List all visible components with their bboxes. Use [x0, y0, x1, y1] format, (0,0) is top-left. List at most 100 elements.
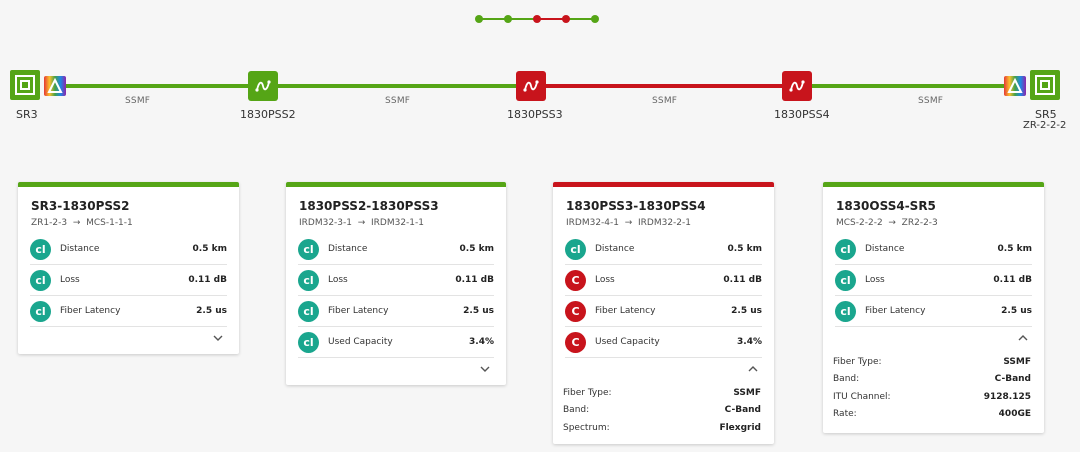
- detail-label: ITU Channel:: [833, 391, 891, 402]
- progress-segment: [479, 18, 508, 20]
- metric-name: Used Capacity: [595, 337, 660, 347]
- link-card[interactable]: 1830PSS3-1830PSS4 IRDM32-4-1 → IRDM32-2-…: [553, 182, 774, 444]
- detail-label: Fiber Type:: [563, 387, 612, 398]
- node-1830pss2[interactable]: [248, 71, 278, 101]
- metric-name: Loss: [595, 275, 615, 285]
- detail-row: Fiber Type: SSMF: [833, 353, 1031, 371]
- class-badge: cl: [298, 331, 319, 353]
- port-path: IRDM32-4-1 → IRDM32-2-1: [566, 218, 692, 228]
- metric-name: Fiber Latency: [865, 306, 926, 316]
- detail-value: 9128.125: [983, 391, 1031, 402]
- metric-name: Loss: [60, 275, 80, 285]
- progress-segment: [537, 18, 566, 20]
- metric-name: Distance: [328, 244, 368, 254]
- link-card[interactable]: 1830PSS2-1830PSS3 IRDM32-3-1 → IRDM32-1-…: [286, 182, 506, 385]
- metric-value: 3.4%: [469, 337, 494, 347]
- photonic-switch-icon: [523, 80, 539, 92]
- progress-dot[interactable]: [562, 15, 570, 23]
- details-section: Fiber Type: SSMF Band: C-Band Spectrum: Fle…: [563, 384, 761, 437]
- class-badge: cl: [298, 300, 319, 322]
- metric-value: 0.11 dB: [455, 275, 494, 285]
- metric-value: 0.11 dB: [188, 275, 227, 285]
- detail-label: Band:: [833, 374, 860, 385]
- port-path: ZR1-2-3 → MCS-1-1-1: [31, 218, 133, 228]
- detail-label: Rate:: [833, 409, 857, 420]
- detail-row: Spectrum: Flexgrid: [563, 419, 761, 437]
- detail-value: C-Band: [724, 405, 761, 416]
- card-title: 1830PSS3-1830PSS4: [566, 199, 706, 213]
- link-label: SSMF: [385, 96, 411, 106]
- metric-row: C Fiber Latency 2.5 us: [565, 296, 762, 327]
- class-badge: C: [565, 331, 586, 353]
- detail-label: Band:: [563, 405, 590, 416]
- metric-value: 0.11 dB: [993, 275, 1032, 285]
- fiber-link[interactable]: [810, 84, 1004, 88]
- class-badge: cl: [835, 238, 856, 260]
- link-card[interactable]: SR3-1830PSS2 ZR1-2-3 → MCS-1-1-1 cl Dista…: [18, 182, 239, 354]
- detail-row: Fiber Type: SSMF: [563, 384, 761, 402]
- class-badge: C: [565, 269, 586, 291]
- router-icon: [10, 70, 40, 100]
- card-title: SR3-1830PSS2: [31, 199, 130, 213]
- metric-name: Fiber Latency: [595, 306, 656, 316]
- fiber-link[interactable]: [544, 84, 784, 88]
- metric-row: cl Loss 0.11 dB: [298, 265, 494, 296]
- metric-row: cl Loss 0.11 dB: [835, 265, 1032, 296]
- metric-name: Loss: [865, 275, 885, 285]
- metric-row: cl Loss 0.11 dB: [30, 265, 227, 296]
- chevron-down-icon: [480, 366, 490, 372]
- metric-row: cl Fiber Latency 2.5 us: [298, 296, 494, 327]
- detail-row: Band: C-Band: [563, 402, 761, 420]
- node-label: 1830PSS3: [507, 108, 563, 121]
- metric-name: Distance: [865, 244, 905, 254]
- class-badge: cl: [835, 300, 856, 322]
- link-label: SSMF: [652, 96, 678, 106]
- node-label: SR5: [1035, 108, 1057, 121]
- detail-row: Band: C-Band: [833, 371, 1031, 389]
- detail-value: Flexgrid: [719, 422, 761, 433]
- fiber-link[interactable]: [66, 84, 250, 88]
- progress-segment: [508, 18, 537, 20]
- chevron-down-icon: [213, 335, 223, 341]
- class-badge: C: [565, 300, 586, 322]
- status-bar: [286, 182, 506, 187]
- chevron-up-icon: [1018, 335, 1028, 341]
- metric-row: cl Fiber Latency 2.5 us: [30, 296, 227, 327]
- metric-row: cl Distance 0.5 km: [835, 234, 1032, 265]
- metric-name: Loss: [328, 275, 348, 285]
- detail-value: 400GE: [998, 409, 1031, 420]
- port-path: IRDM32-3-1 → IRDM32-1-1: [299, 218, 425, 228]
- metric-value: 0.11 dB: [723, 275, 762, 285]
- class-badge: cl: [30, 300, 51, 322]
- node-1830pss4[interactable]: [782, 71, 812, 101]
- status-bar: [553, 182, 774, 187]
- metric-name: Fiber Latency: [328, 306, 389, 316]
- expand-toggle[interactable]: [18, 327, 239, 353]
- photonic-switch-icon: [255, 80, 271, 92]
- metric-value: 0.5 km: [459, 244, 494, 254]
- fiber-link[interactable]: [276, 84, 518, 88]
- metric-value: 0.5 km: [997, 244, 1032, 254]
- link-card[interactable]: 1830OSS4-SR5 MCS-2-2-2 → ZR2-2-3 cl Dista…: [823, 182, 1044, 433]
- detail-value: SSMF: [1003, 356, 1031, 367]
- progress-dot[interactable]: [591, 15, 599, 23]
- class-badge: cl: [298, 269, 319, 291]
- node-1830pss3[interactable]: [516, 71, 546, 101]
- progress-dot[interactable]: [504, 15, 512, 23]
- collapse-toggle[interactable]: [553, 358, 774, 384]
- metric-name: Used Capacity: [328, 337, 393, 347]
- node-sr5[interactable]: [1030, 70, 1060, 100]
- collapse-toggle[interactable]: [823, 327, 1044, 353]
- progress-dot[interactable]: [533, 15, 541, 23]
- class-badge: cl: [30, 269, 51, 291]
- metric-name: Distance: [595, 244, 635, 254]
- metric-row: cl Distance 0.5 km: [298, 234, 494, 265]
- status-bar: [18, 182, 239, 187]
- metric-row: cl Fiber Latency 2.5 us: [835, 296, 1032, 327]
- expand-toggle[interactable]: [286, 358, 506, 384]
- detail-value: SSMF: [733, 387, 761, 398]
- progress-dot[interactable]: [475, 15, 483, 23]
- node-sr3[interactable]: [10, 70, 40, 100]
- status-bar: [823, 182, 1044, 187]
- metric-row: cl Distance 0.5 km: [565, 234, 762, 265]
